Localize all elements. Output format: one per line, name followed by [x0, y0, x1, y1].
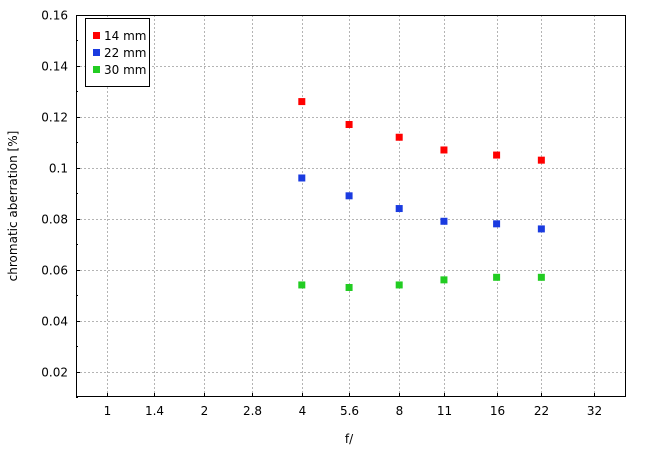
x-tick-label: 22 [534, 404, 549, 418]
y-tick-label: 0.02 [41, 366, 68, 380]
plot-frame [76, 15, 626, 397]
data-point-30-mm [537, 273, 545, 281]
data-point-14-mm [298, 98, 306, 106]
y-tick-label: 0.14 [41, 60, 68, 74]
x-tick-label: 2 [201, 404, 209, 418]
data-point-22-mm [493, 220, 501, 228]
ticks: 1 1.4 2 2.8 4 5.6 8 11 16 22 32 0.02 0.04 0.06 0.08 0.1… [41, 9, 602, 419]
legend-label: 22 mm [104, 46, 146, 60]
data-point-22-mm [395, 205, 403, 213]
legend-label: 14 mm [104, 29, 146, 43]
data-point-22-mm [345, 192, 353, 200]
data-point-30-mm [493, 273, 501, 281]
legend-marker [93, 32, 100, 39]
y-tick-label: 0.04 [41, 315, 68, 329]
data-point-14-mm [493, 151, 501, 159]
x-tick-label: 16 [490, 404, 505, 418]
data-points [298, 98, 545, 291]
y-tick-label: 0.16 [41, 9, 68, 23]
x-axis-label: f/ [345, 432, 354, 446]
x-tick-label: 1 [104, 404, 112, 418]
legend-marker [93, 66, 100, 73]
data-point-22-mm [537, 225, 545, 233]
data-point-14-mm [345, 121, 353, 129]
y-tick-label: 0.08 [41, 213, 68, 227]
data-point-30-mm [440, 276, 448, 284]
x-tick-label: 1.4 [145, 404, 164, 418]
data-point-30-mm [395, 281, 403, 289]
data-point-22-mm [298, 174, 306, 182]
grid [76, 15, 626, 397]
x-tick-label: 2.8 [243, 404, 262, 418]
data-point-22-mm [440, 217, 448, 225]
x-tick-label: 4 [299, 404, 307, 418]
x-tick-label: 5.6 [340, 404, 359, 418]
x-tick-label: 11 [437, 404, 452, 418]
data-point-14-mm [537, 156, 545, 164]
x-tick-label: 32 [587, 404, 602, 418]
legend-label: 30 mm [104, 63, 146, 77]
data-point-14-mm [395, 133, 403, 141]
y-axis-label: chromatic aberration [%] [6, 131, 20, 282]
legend-marker [93, 49, 100, 56]
data-point-14-mm [440, 146, 448, 154]
y-tick-label: 0.1 [49, 162, 68, 176]
y-tick-label: 0.12 [41, 111, 68, 125]
data-point-30-mm [298, 281, 306, 289]
y-tick-label: 0.06 [41, 264, 68, 278]
legend: 14 mm 22 mm 30 mm [85, 18, 150, 87]
data-point-30-mm [345, 283, 353, 291]
x-tick-label: 8 [396, 404, 404, 418]
